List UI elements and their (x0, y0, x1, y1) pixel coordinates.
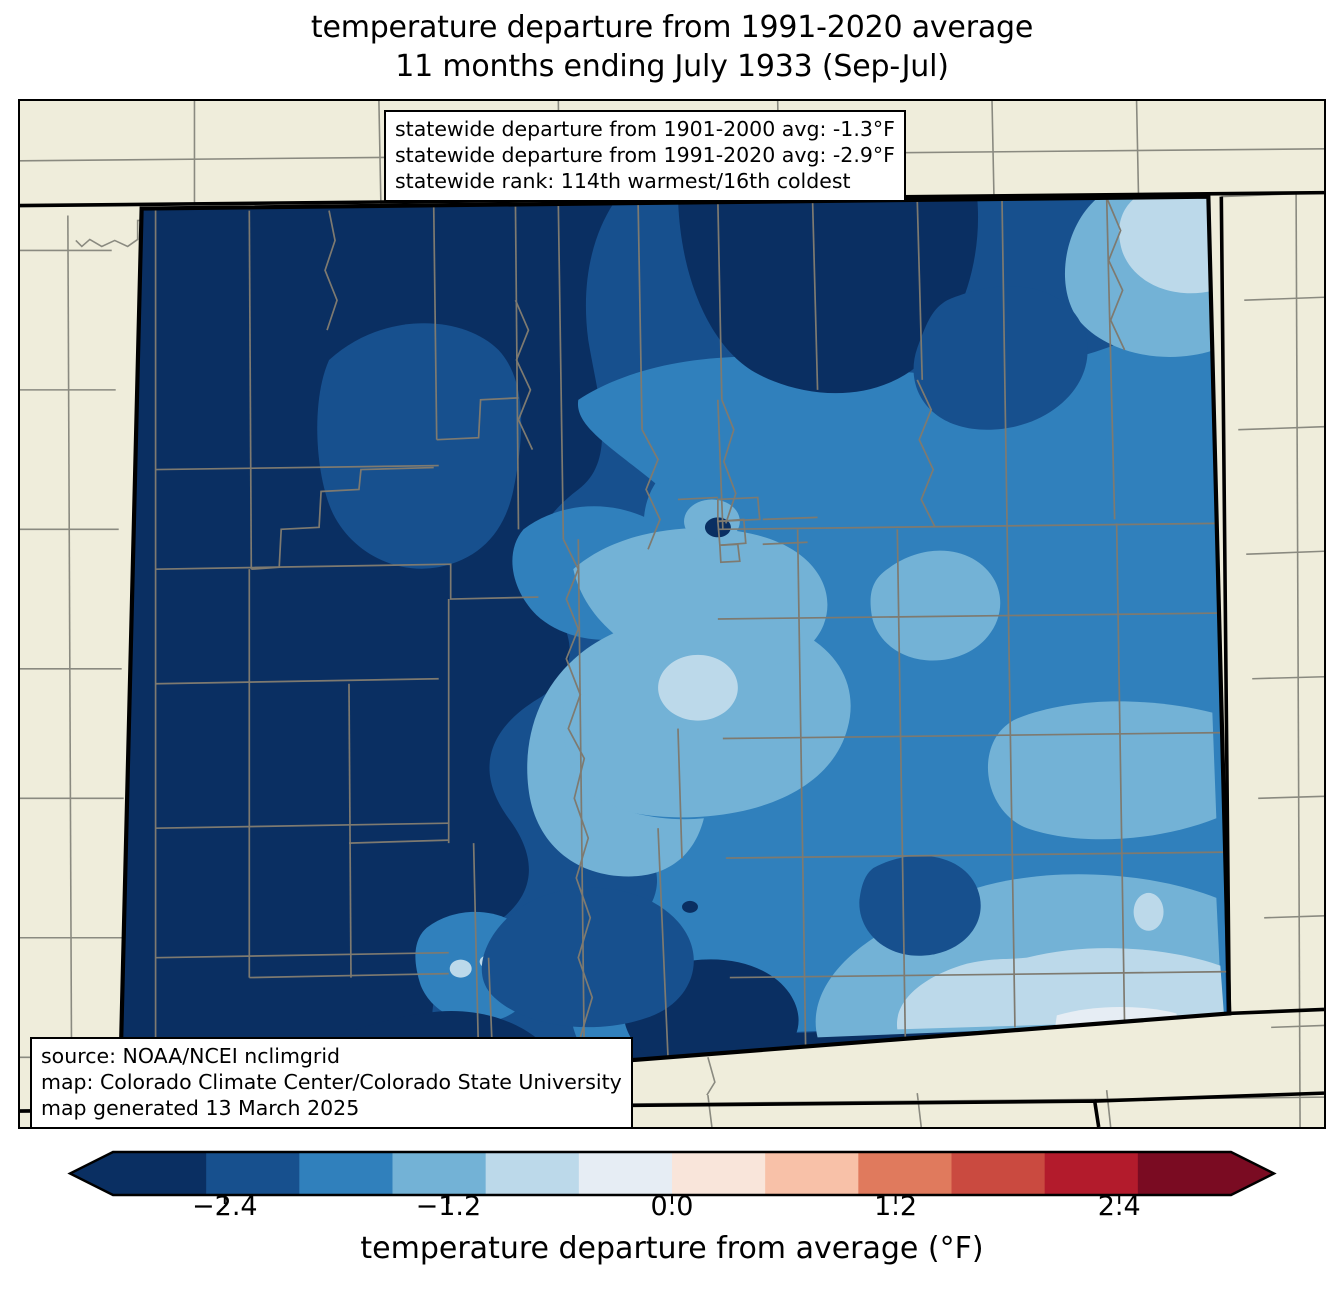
statewide-stats-box: statewide departure from 1901-2000 avg: … (384, 110, 906, 203)
contour-band-n12-n06-ne (1119, 196, 1215, 294)
contour-band-n18-n12-west-arm (527, 658, 704, 877)
chart-title: temperature departure from 1991-2020 ave… (0, 8, 1344, 86)
colorbar-ticks (223, 1195, 1121, 1204)
contour-cold-pocket-dot (682, 900, 698, 913)
colorbar-region: −2.4 −1.2 0.0 1.2 2.4 temperature departure … (0, 1143, 1344, 1299)
colorbar-band-3 (392, 1152, 487, 1195)
source-line: source: NOAA/NCEI nclimgrid (41, 1044, 341, 1068)
colorbar-band-5 (578, 1152, 673, 1195)
colorbar-extend-high (1231, 1152, 1274, 1195)
colorbar-extend-low (70, 1152, 113, 1195)
colorbar-band-11 (1137, 1152, 1232, 1195)
stats-rank: statewide rank: 114th warmest/16th colde… (395, 168, 851, 193)
contour-band-n18-n12-north (573, 528, 828, 672)
chart-title-line-2: 11 months ending July 1933 (Sep-Jul) (395, 49, 949, 84)
map-credit-line: map: Colorado Climate Center/Colorado St… (41, 1069, 622, 1094)
colorado-county-lines (154, 197, 1230, 1099)
colorbar-tick-label-1: −1.2 (415, 1191, 482, 1222)
colorbar-band-6 (672, 1152, 766, 1195)
colorbar-band-2 (299, 1152, 394, 1195)
colorbar-tick-label-2: 0.0 (650, 1191, 694, 1222)
stats-departure-1991-2020: statewide departure from 1991-2020 avg: … (395, 142, 895, 167)
colorado-temperature-departure-map (20, 101, 1324, 1127)
colorbar-band-7 (765, 1152, 859, 1195)
colorbar-tick-label-3: 1.2 (874, 1191, 918, 1222)
colorbar-bands (70, 1152, 1274, 1195)
colorbar-frame (67, 1150, 1277, 1197)
colorbar (67, 1150, 1277, 1204)
map-plot-area (18, 99, 1326, 1129)
contour-band-nw-lobe (317, 323, 522, 569)
colorbar-band-1 (206, 1152, 300, 1195)
contour-cold-pocket-north (677, 196, 978, 394)
stats-departure-1901-2000: statewide departure from 1901-2000 avg: … (395, 117, 895, 141)
contour-band-n18-n12-east (987, 701, 1217, 840)
contour-cold-wedge-sc (481, 887, 694, 1028)
colorbar-tick-label-0: −2.4 (192, 1191, 258, 1222)
colorbar-outline (67, 1150, 1277, 1197)
map-generated-line: map generated 13 March 2025 (41, 1095, 360, 1120)
colorbar-band-4 (485, 1152, 580, 1195)
source-credits-box: source: NOAA/NCEI nclimgrid map: Colorad… (30, 1037, 633, 1130)
temperature-contour-fills (119, 196, 1230, 1101)
colorbar-band-0 (113, 1152, 207, 1195)
contour-band-n18-n12-lobe2 (870, 550, 1001, 661)
colorbar-band-10 (1044, 1152, 1139, 1195)
colorbar-band-9 (951, 1152, 1046, 1195)
colorbar-axis-label: temperature departure from average (°F) (360, 1231, 984, 1266)
chart-title-line-1: temperature departure from 1991-2020 ave… (310, 10, 1034, 45)
contour-cold-pocket-se (859, 855, 981, 956)
contour-band-n12-n06-center (658, 654, 738, 721)
contour-cold-pocket-ne (913, 286, 1088, 430)
contour-band-n12-n06-sw-dot1 (449, 959, 472, 978)
colorbar-tick-label-4: 2.4 (1097, 1191, 1141, 1222)
colorbar-band-8 (858, 1152, 953, 1195)
contour-band-n12-n06-dot (1133, 892, 1164, 931)
